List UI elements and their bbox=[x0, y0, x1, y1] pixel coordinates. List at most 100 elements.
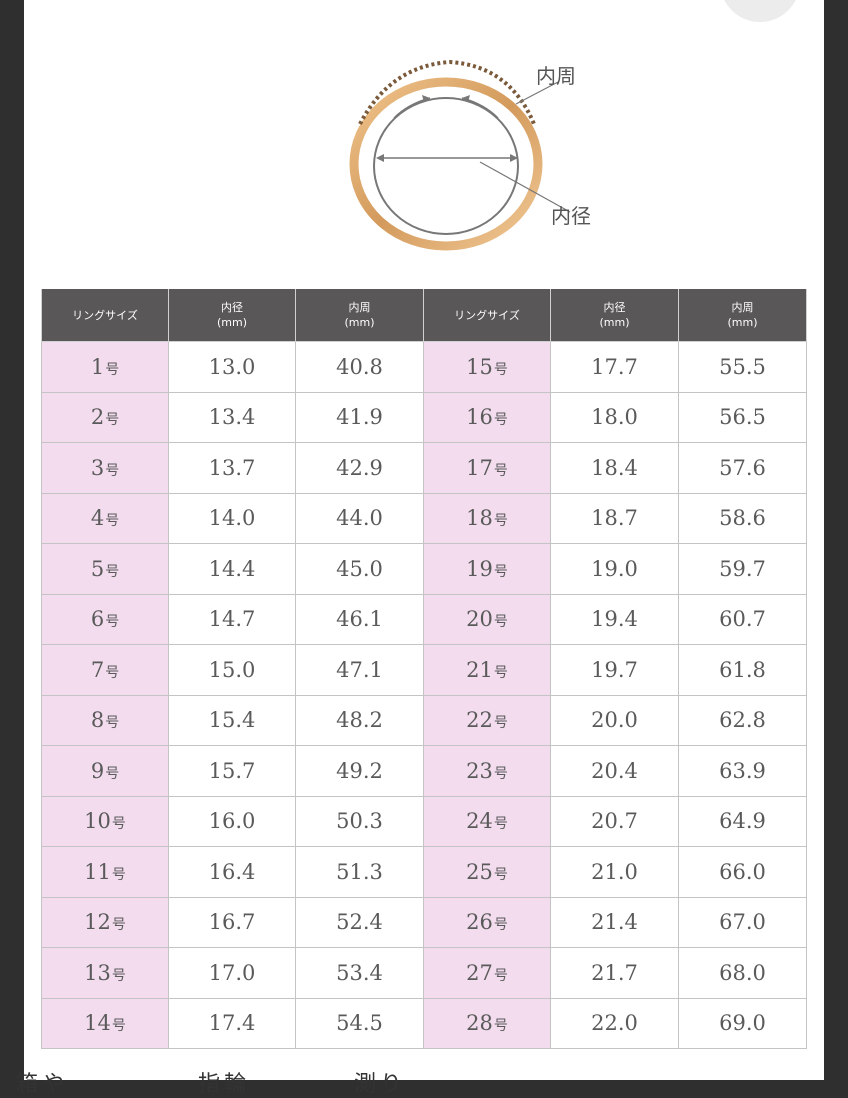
header-diameter-right: 内径 (mm) bbox=[550, 289, 679, 342]
diameter-cell: 22.0 bbox=[550, 997, 679, 1049]
diameter-cell: 19.4 bbox=[550, 593, 679, 645]
diameter-cell: 20.7 bbox=[550, 795, 679, 847]
size-cell: 5号 bbox=[41, 543, 169, 595]
table-row: 3号 13.7 42.9 17号 18.4 57.6 bbox=[41, 442, 807, 494]
size-suffix: 号 bbox=[493, 866, 508, 883]
size-suffix: 号 bbox=[111, 1018, 126, 1035]
header-circumference-right: 内周 (mm) bbox=[678, 289, 807, 342]
size-suffix: 号 bbox=[111, 917, 126, 934]
circumference-cell: 50.3 bbox=[295, 795, 424, 847]
size-suffix: 号 bbox=[493, 462, 508, 479]
size-number: 5 bbox=[90, 556, 105, 581]
size-number: 27 bbox=[466, 960, 493, 985]
size-number: 12 bbox=[84, 910, 111, 935]
circumference-cell: 47.1 bbox=[295, 644, 424, 696]
size-cell: 19号 bbox=[423, 543, 551, 595]
diameter-cell: 15.4 bbox=[168, 694, 296, 746]
diameter-cell: 18.0 bbox=[550, 391, 679, 443]
ring-stones bbox=[358, 59, 536, 125]
size-number: 24 bbox=[466, 809, 493, 834]
size-number: 22 bbox=[466, 708, 493, 733]
size-number: 2 bbox=[90, 405, 105, 430]
size-cell: 26号 bbox=[423, 896, 551, 948]
size-number: 14 bbox=[84, 1011, 111, 1036]
table-row: 1号 13.0 40.8 15号 17.7 55.5 bbox=[41, 341, 807, 393]
size-cell: 14号 bbox=[41, 997, 169, 1049]
header-diameter-left: 内径 (mm) bbox=[168, 289, 296, 342]
label-inner-diameter: 内径 bbox=[551, 204, 591, 228]
size-suffix: 号 bbox=[111, 967, 126, 984]
size-number: 23 bbox=[466, 758, 493, 783]
size-cell: 4号 bbox=[41, 492, 169, 544]
diameter-cell: 20.0 bbox=[550, 694, 679, 746]
table-row: 9号 15.7 49.2 23号 20.4 63.9 bbox=[41, 745, 807, 797]
circumference-cell: 45.0 bbox=[295, 543, 424, 595]
circumference-cell: 41.9 bbox=[295, 391, 424, 443]
size-suffix: 号 bbox=[105, 563, 120, 580]
size-suffix: 号 bbox=[493, 765, 508, 782]
table-row: 11 号 16.4 51.3 25号 21.0 66.0 bbox=[41, 846, 807, 898]
size-suffix: 号 bbox=[105, 664, 120, 681]
diameter-cell: 20.4 bbox=[550, 745, 679, 797]
circumference-cell: 60.7 bbox=[678, 593, 807, 645]
header-circumference-left: 内周 (mm) bbox=[295, 289, 424, 342]
table-row: 5号 14.4 45.0 19号 19.0 59.7 bbox=[41, 543, 807, 595]
corner-button[interactable] bbox=[720, 0, 800, 22]
circumference-cell: 64.9 bbox=[678, 795, 807, 847]
diameter-cell: 16.4 bbox=[168, 846, 296, 898]
circumference-cell: 55.5 bbox=[678, 341, 807, 393]
size-cell: 8号 bbox=[41, 694, 169, 746]
circumference-cell: 67.0 bbox=[678, 896, 807, 948]
circumference-cell: 62.8 bbox=[678, 694, 807, 746]
size-cell: 10号 bbox=[41, 795, 169, 847]
circumference-cell: 44.0 bbox=[295, 492, 424, 544]
table-header-row: リングサイズ 内径 (mm) 内周 (mm) リングサイズ 内径 (mm) 内周 (mm… bbox=[41, 289, 807, 342]
size-suffix: 号 bbox=[493, 816, 508, 833]
circumference-cell: 57.6 bbox=[678, 442, 807, 494]
diameter-cell: 14.7 bbox=[168, 593, 296, 645]
size-number: 9 bbox=[90, 758, 105, 783]
table-row: 7号 15.0 47.1 21号 19.7 61.8 bbox=[41, 644, 807, 696]
diameter-cell: 14.0 bbox=[168, 492, 296, 544]
size-cell: 27号 bbox=[423, 947, 551, 999]
circumference-cell: 59.7 bbox=[678, 543, 807, 595]
diameter-cell: 21.0 bbox=[550, 846, 679, 898]
diameter-arrowhead-right bbox=[510, 154, 518, 162]
diameter-cell: 13.4 bbox=[168, 391, 296, 443]
table-row: 13号 17.0 53.4 27号 21.7 68.0 bbox=[41, 947, 807, 999]
size-number: 11 bbox=[84, 859, 111, 884]
size-number: 6 bbox=[90, 607, 105, 632]
size-cell: 2号 bbox=[41, 391, 169, 443]
size-number: 3 bbox=[90, 455, 105, 480]
diameter-arrowhead-left bbox=[376, 154, 384, 162]
size-cell: 25号 bbox=[423, 846, 551, 898]
circumference-cell: 68.0 bbox=[678, 947, 807, 999]
circumference-cell: 66.0 bbox=[678, 846, 807, 898]
size-suffix: 号 bbox=[105, 513, 120, 530]
size-suffix: 号 bbox=[493, 412, 508, 429]
arrowhead-left bbox=[422, 95, 430, 102]
size-cell: 20号 bbox=[423, 593, 551, 645]
circumference-cell: 63.9 bbox=[678, 745, 807, 797]
size-cell: 1号 bbox=[41, 341, 169, 393]
diameter-cell: 21.7 bbox=[550, 947, 679, 999]
label-inner-circumference: 内周 bbox=[536, 64, 576, 88]
diameter-cell: 18.4 bbox=[550, 442, 679, 494]
size-number: 19 bbox=[466, 556, 493, 581]
table-row: 10号 16.0 50.3 24号 20.7 64.9 bbox=[41, 795, 807, 847]
diameter-cell: 17.0 bbox=[168, 947, 296, 999]
circumference-cell: 42.9 bbox=[295, 442, 424, 494]
size-suffix: 号 bbox=[105, 715, 120, 732]
size-suffix: 号 bbox=[493, 1018, 508, 1035]
size-suffix: 号 bbox=[493, 917, 508, 934]
circumference-cell: 51.3 bbox=[295, 846, 424, 898]
circumference-cell: 58.6 bbox=[678, 492, 807, 544]
diameter-cell: 21.4 bbox=[550, 896, 679, 948]
circumference-cell: 52.4 bbox=[295, 896, 424, 948]
size-number: 13 bbox=[84, 960, 111, 985]
diameter-cell: 18.7 bbox=[550, 492, 679, 544]
size-suffix: 号 bbox=[493, 563, 508, 580]
size-cell: 7号 bbox=[41, 644, 169, 696]
size-number: 15 bbox=[466, 354, 493, 379]
diameter-cell: 16.7 bbox=[168, 896, 296, 948]
